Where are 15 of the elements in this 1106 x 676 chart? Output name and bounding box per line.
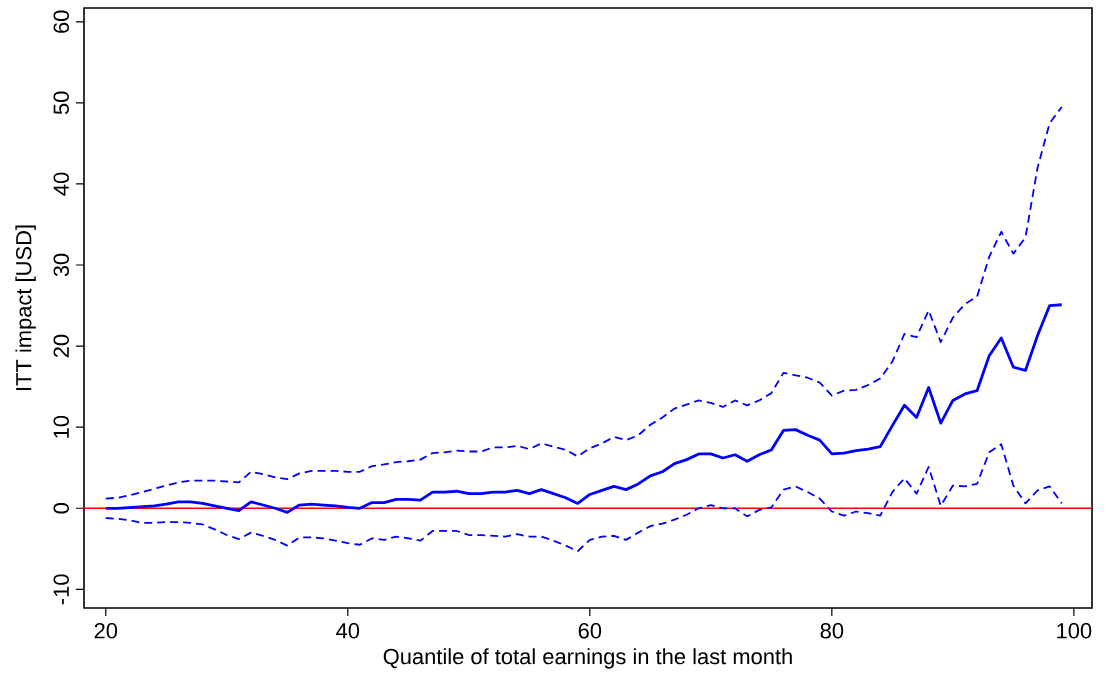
- x-tick-label: 60: [578, 623, 602, 639]
- y-tick-label: 20: [53, 334, 69, 358]
- y-axis-title: ITT impact [USD]: [15, 225, 36, 390]
- y-tick-label: 30: [53, 253, 69, 277]
- y-tick-label: 60: [53, 10, 69, 33]
- x-tick-label: 80: [820, 623, 844, 639]
- y-tick-label: -10: [53, 574, 69, 605]
- x-tick-label: 20: [94, 623, 118, 639]
- y-tick-label: 40: [53, 172, 69, 196]
- x-tick-label: 40: [336, 623, 360, 639]
- y-tick-label: 10: [53, 415, 69, 438]
- y-tick-label: 0: [53, 503, 69, 514]
- x-tick-label: 100: [1057, 623, 1092, 639]
- y-tick-label: 50: [53, 91, 69, 115]
- x-axis-title: Quantile of total earnings in the last month: [383, 648, 792, 669]
